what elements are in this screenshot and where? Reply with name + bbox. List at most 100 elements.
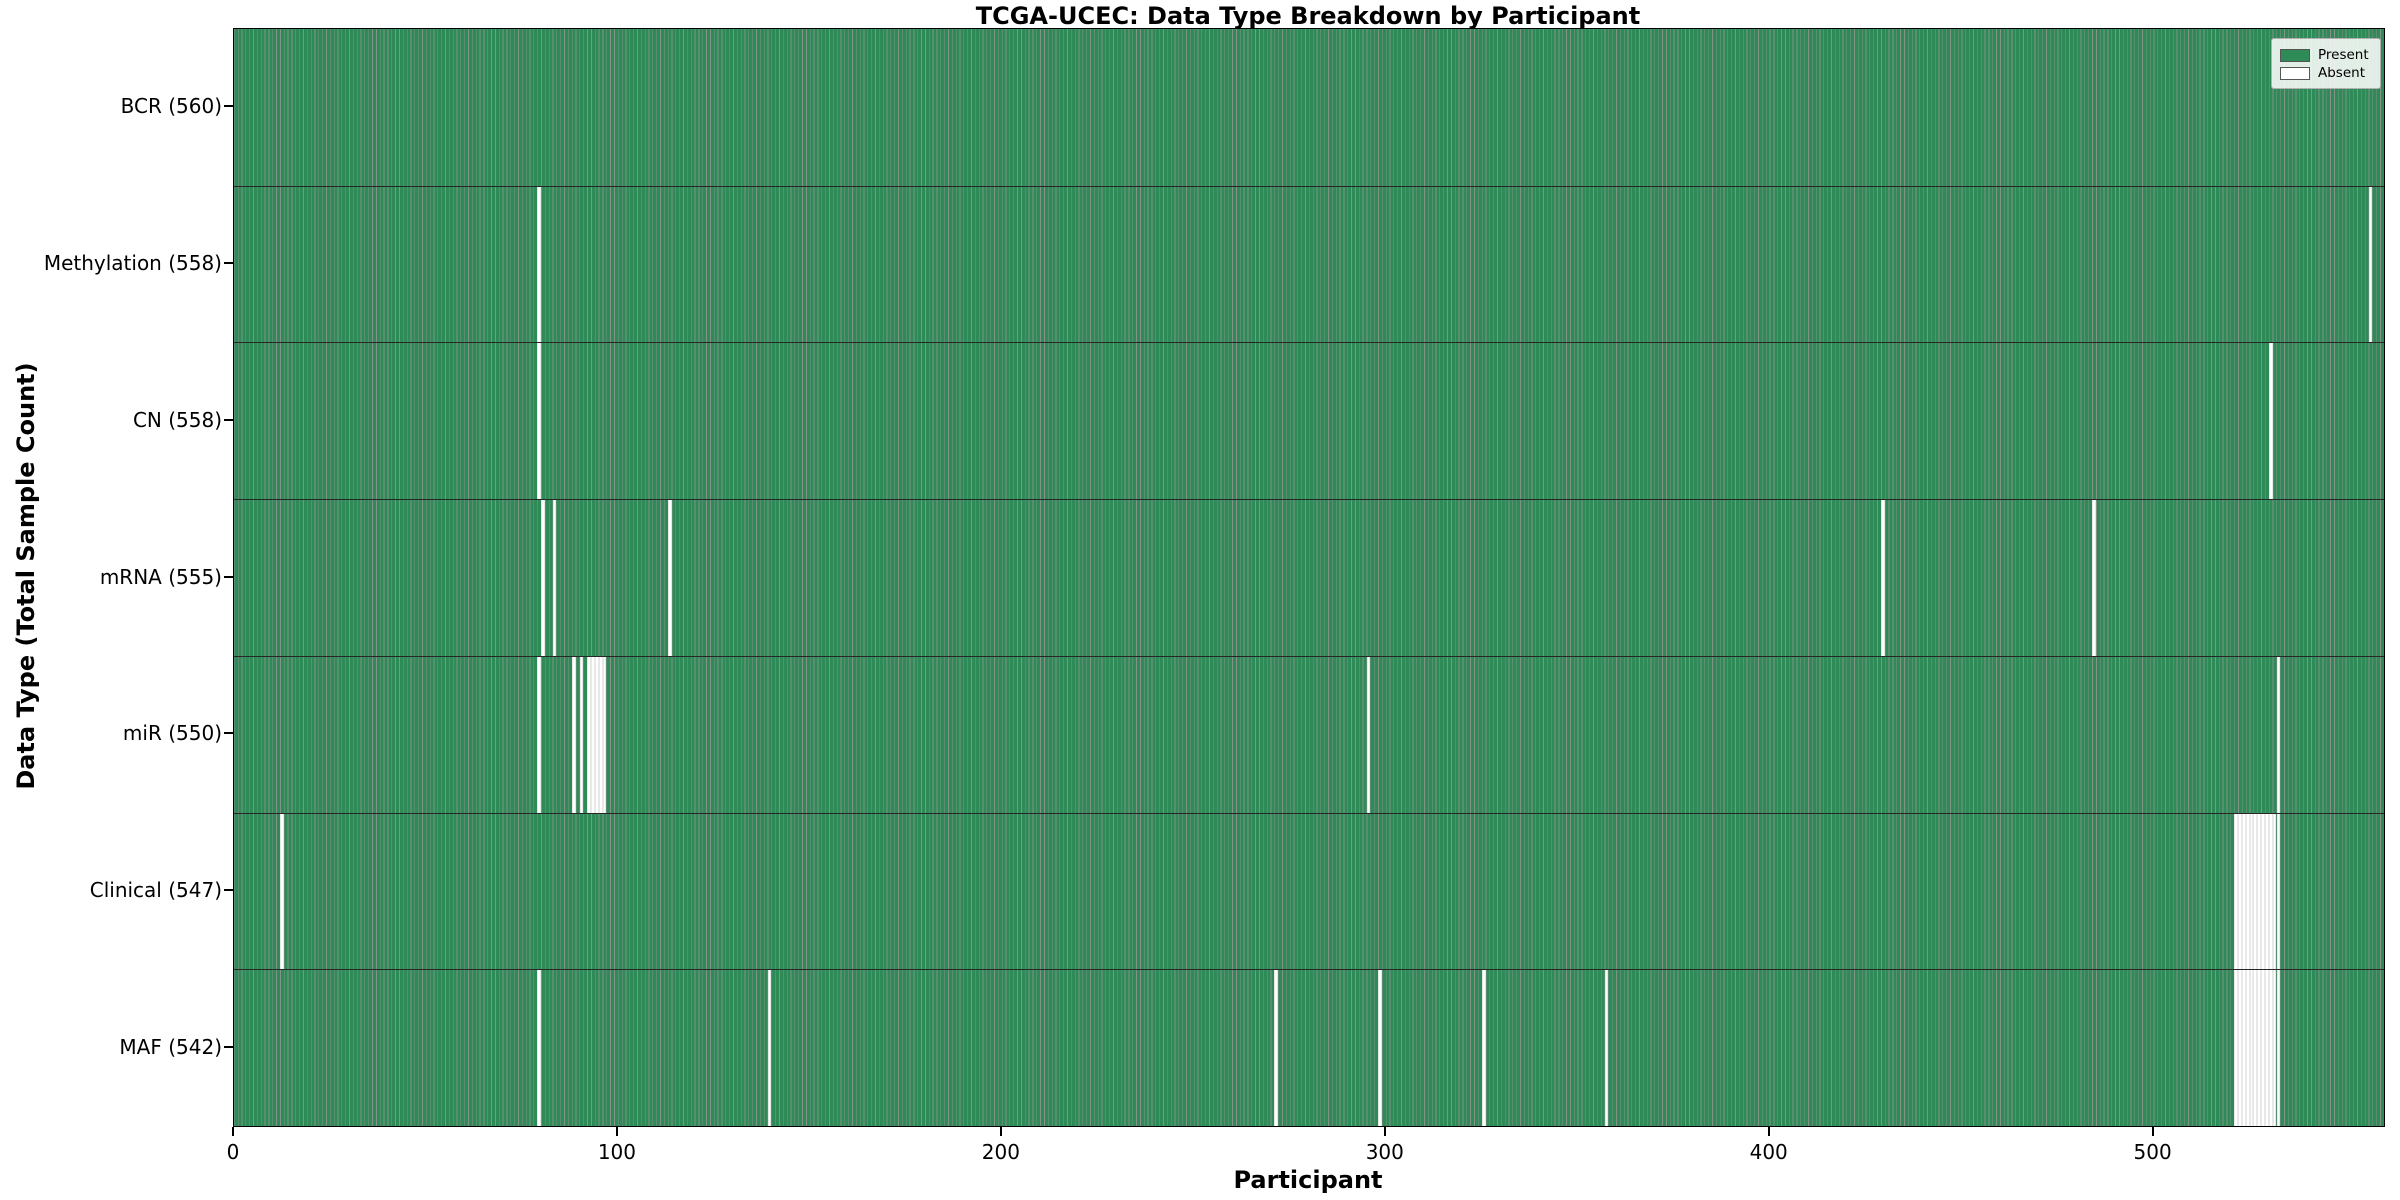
absent-cell [602, 656, 607, 813]
x-tick-label: 0 [226, 1140, 240, 1164]
absent-cell [2249, 813, 2254, 970]
x-tick-mark [1767, 1127, 1770, 1136]
x-tick-mark [232, 1127, 234, 1136]
legend: Present Absent [2271, 38, 2381, 89]
absent-cell [2257, 813, 2262, 970]
data-row-clinical [234, 812, 2384, 970]
absent-cell [579, 656, 584, 813]
absent-cell [280, 813, 284, 970]
data-row-maf [234, 969, 2384, 1126]
absent-cell [2268, 343, 2273, 500]
y-tick-label: BCR (560) [120, 94, 222, 119]
x-tick-mark [1383, 1127, 1386, 1136]
absent-cell [2253, 813, 2258, 970]
absent-cell [537, 656, 542, 813]
legend-item-absent: Absent [2280, 65, 2372, 81]
legend-label-present: Present [2318, 47, 2369, 63]
absent-cell [1481, 970, 1486, 1126]
absent-cell [1604, 970, 1609, 1126]
absent-cell [2249, 970, 2254, 1126]
absent-cell [2245, 813, 2250, 970]
absent-cell [2272, 970, 2277, 1126]
absent-cell [2257, 970, 2262, 1126]
absent-cell [537, 970, 542, 1126]
absent-cell [2234, 970, 2239, 1126]
absent-cell [2268, 970, 2273, 1126]
chart-title: TCGA-UCEC: Data Type Breakdown by Partic… [975, 2, 1641, 30]
x-tick-mark [999, 1127, 1002, 1136]
data-row-cn [234, 342, 2384, 500]
absent-cell [1378, 970, 1382, 1126]
absent-cell [2092, 500, 2097, 656]
y-tick-mark [224, 418, 233, 421]
absent-cell [767, 970, 772, 1126]
present-cells [234, 813, 2384, 970]
absent-cell [2272, 813, 2277, 970]
x-axis-label: Participant [1233, 1166, 1383, 1194]
y-tick-label: MAF (542) [119, 1034, 222, 1059]
x-tick-label: 200 [981, 1140, 1020, 1164]
y-tick-mark [224, 888, 233, 891]
absent-cell [2264, 813, 2269, 970]
y-tick-label: Methylation (558) [43, 251, 222, 276]
present-cells [234, 186, 2384, 343]
absent-cell [541, 500, 545, 656]
absent-cell [2234, 813, 2239, 970]
absent-cell [2241, 813, 2246, 970]
absent-cell [2245, 970, 2250, 1126]
absent-cell [2238, 970, 2242, 1126]
data-row-bcr [234, 29, 2384, 186]
x-tick-mark [615, 1127, 618, 1136]
data-row-mrna [234, 499, 2384, 656]
absent-cell [2261, 970, 2265, 1126]
absent-cell [2368, 186, 2373, 343]
y-tick-mark [224, 1045, 233, 1048]
absent-cell [1366, 656, 1371, 813]
absent-cell [591, 656, 595, 813]
absent-cell [2261, 813, 2265, 970]
present-cells [234, 500, 2384, 656]
y-tick-label: Clinical (547) [89, 877, 222, 902]
absent-cell [587, 656, 592, 813]
absent-cell [2264, 970, 2269, 1126]
legend-item-present: Present [2280, 47, 2372, 63]
absent-cell [2268, 813, 2273, 970]
legend-label-absent: Absent [2318, 65, 2365, 81]
x-tick-label: 100 [597, 1140, 637, 1164]
absent-cell [2241, 970, 2246, 1126]
y-tick-label: CN (558) [132, 407, 222, 432]
x-tick-label: 300 [1365, 1140, 1404, 1164]
absent-cell [594, 656, 599, 813]
absent-cell [2238, 813, 2242, 970]
present-swatch-icon [2280, 48, 2310, 62]
absent-cell [571, 656, 576, 813]
absent-cell [552, 500, 557, 656]
present-cells [234, 29, 2384, 186]
y-tick-mark [224, 732, 233, 735]
plot-area [233, 28, 2385, 1127]
x-tick-label: 400 [1749, 1140, 1788, 1164]
data-row-methylation [234, 185, 2384, 343]
y-tick-label: mRNA (555) [99, 564, 222, 589]
absent-swatch-icon [2280, 66, 2310, 80]
absent-cell [2253, 970, 2258, 1126]
present-cells [234, 970, 2384, 1126]
absent-cell [2276, 656, 2281, 813]
absent-cell [537, 186, 542, 343]
absent-cell [2276, 813, 2281, 970]
x-tick-mark [2151, 1127, 2154, 1136]
data-row-mir [234, 655, 2384, 813]
absent-cell [1274, 970, 1279, 1126]
y-tick-label: miR (550) [122, 721, 222, 746]
absent-cell [1881, 500, 1885, 656]
present-cells [234, 656, 2384, 813]
absent-cell [598, 656, 603, 813]
absent-cell [537, 343, 542, 500]
absent-cell [2276, 970, 2281, 1126]
present-cells [234, 343, 2384, 500]
absent-cell [667, 500, 672, 656]
x-tick-label: 500 [2133, 1140, 2172, 1164]
y-tick-mark [224, 105, 233, 108]
y-tick-mark [224, 262, 233, 265]
